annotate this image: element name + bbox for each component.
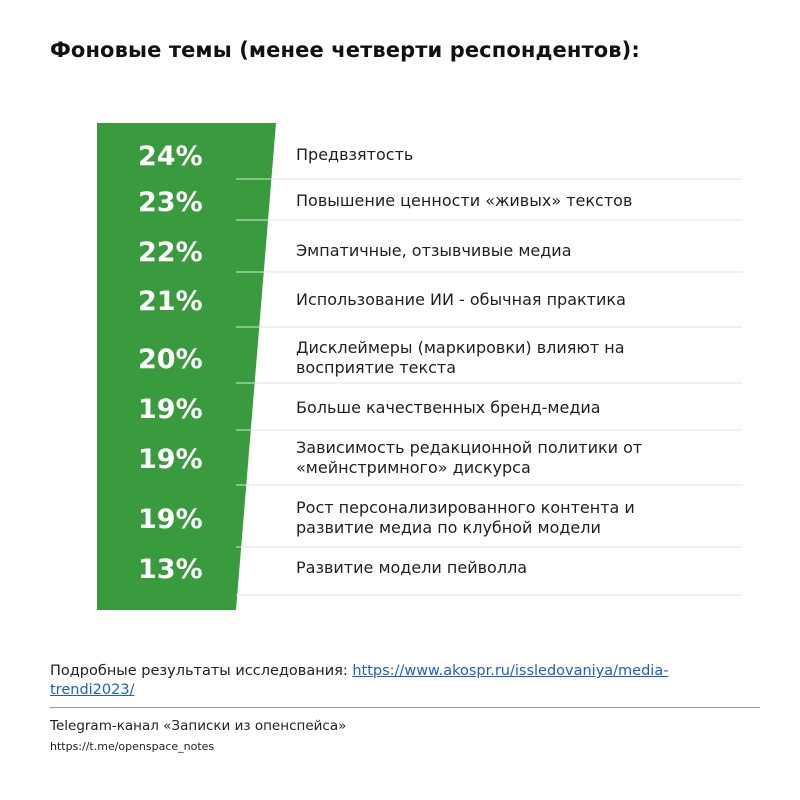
value-label: 24% [138,141,203,172]
category-label: Повышение ценности «живых» текстов [296,191,632,210]
value-label: 19% [138,394,203,425]
value-label: 22% [138,237,203,268]
source-note: Подробные результаты исследования: https… [50,662,730,700]
chart-title: Фоновые темы (менее четверти респонденто… [50,38,640,62]
value-label: 23% [138,187,203,218]
source-link[interactable]: https://www.akospr.ru/issledovaniya/medi… [50,663,669,698]
category-label: Зависимость редакционной политики от «мей… [296,438,642,477]
category-label: Развитие модели пейволла [296,558,527,577]
category-label: Больше качественных бренд-медиа [296,398,601,417]
category-label: Рост персонализированного контента и разв… [296,498,635,537]
value-label: 19% [138,504,203,535]
footer-divider [50,707,760,708]
channel-url: https://t.me/openspace_notes [50,740,215,753]
category-label: Использование ИИ - обычная практика [296,290,626,309]
channel-name: Telegram-канал «Записки из опенспейса» [50,718,347,734]
category-label: Дисклеймеры (маркировки) влияют на воспри… [296,338,625,377]
bar-band [97,123,276,610]
source-label: Подробные результаты исследования: [50,663,353,679]
category-label: Предвзятость [296,145,413,164]
value-label: 13% [138,554,203,585]
value-label: 21% [138,286,203,317]
value-label: 20% [138,344,203,375]
category-label: Эмпатичные, отзывчивые медиа [296,241,572,260]
value-label: 19% [138,444,203,475]
